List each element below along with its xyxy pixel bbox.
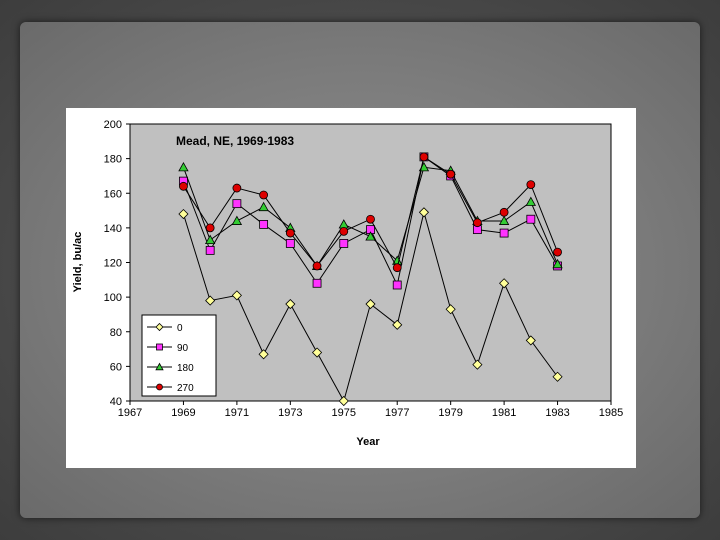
data-point-0	[258, 349, 269, 360]
data-point-180	[231, 215, 243, 225]
y-tick-label: 80	[110, 327, 122, 339]
data-point-180	[204, 234, 216, 244]
legend-label: 270	[177, 383, 194, 394]
x-tick-label: 1969	[171, 407, 195, 419]
data-point-180	[525, 196, 537, 206]
data-point-0	[365, 298, 376, 310]
y-tick-label: 120	[104, 258, 122, 270]
legend-marker-180	[155, 362, 164, 371]
data-point-270	[526, 180, 536, 189]
data-point-90	[285, 239, 295, 248]
x-tick-label: 1973	[278, 407, 302, 419]
legend-item-270: 270	[147, 383, 194, 394]
x-tick-label: 1979	[438, 407, 462, 419]
legend-label: 180	[177, 363, 194, 374]
data-point-0	[285, 298, 296, 310]
data-point-270	[366, 214, 375, 224]
data-point-0	[472, 359, 483, 370]
data-point-90	[392, 280, 402, 290]
legend-marker-270	[156, 383, 163, 391]
legend-marker-90	[156, 343, 163, 351]
series-270	[179, 152, 562, 273]
data-point-0	[205, 295, 216, 306]
y-tick-label: 100	[104, 292, 122, 304]
data-point-180	[178, 161, 189, 172]
data-point-0	[418, 207, 430, 218]
x-tick-label: 1983	[545, 407, 569, 419]
legend-marker-0	[155, 322, 164, 332]
data-point-0	[311, 347, 323, 358]
x-tick-label: 1971	[225, 407, 249, 419]
chart-panel: 40 60 80 100 120 140 160 180 200 1967 1969 1971 197…	[66, 108, 636, 468]
data-point-270	[472, 218, 482, 228]
data-point-90	[232, 199, 242, 209]
data-point-270	[179, 181, 188, 191]
legend-item-90: 90	[147, 343, 189, 354]
series-0	[178, 207, 563, 407]
data-point-90	[312, 278, 322, 288]
x-tick-label: 1967	[118, 407, 142, 419]
data-point-90	[339, 239, 349, 248]
data-point-270	[312, 261, 322, 271]
data-point-0	[445, 304, 456, 315]
legend: 0 90 180 270	[141, 314, 217, 397]
data-point-180	[552, 258, 563, 269]
y-tick-label: 200	[104, 119, 122, 131]
data-point-270	[446, 169, 456, 179]
x-tick-label: 1977	[385, 407, 409, 419]
legend-item-180: 180	[147, 362, 194, 374]
data-point-90	[205, 245, 215, 255]
legend-item-0: 0	[147, 322, 183, 334]
series-group	[178, 152, 563, 407]
y-axis-ticks: 40 60 80 100 120 140 160 180 200	[104, 119, 130, 408]
data-point-0	[338, 395, 349, 407]
data-point-0	[178, 208, 189, 220]
data-point-270	[259, 190, 269, 200]
data-point-0	[499, 278, 510, 289]
data-point-270	[339, 226, 349, 236]
x-tick-label: 1981	[492, 407, 516, 419]
data-point-270	[205, 223, 215, 233]
chart-title: Mead, NE, 1969-1983	[176, 134, 294, 148]
data-point-270	[419, 152, 429, 162]
y-tick-label: 180	[104, 154, 122, 166]
y-axis-title: Yield, bu/ac	[72, 232, 84, 293]
data-point-90	[259, 220, 269, 229]
data-point-90	[499, 228, 509, 238]
y-tick-label: 160	[104, 188, 122, 200]
data-point-0	[392, 319, 403, 330]
x-axis-title: Year	[356, 436, 380, 448]
y-tick-label: 140	[104, 223, 122, 235]
x-axis-ticks: 1967 1969 1971 1973 1975 1977 1979 1981 1983 1985	[118, 401, 623, 419]
data-point-270	[553, 247, 562, 257]
legend-label: 90	[177, 343, 189, 354]
data-point-180	[365, 231, 376, 241]
data-point-180	[258, 201, 269, 212]
data-point-180	[498, 215, 510, 225]
x-tick-label: 1985	[599, 407, 623, 419]
yield-line-chart: 40 60 80 100 120 140 160 180 200 1967 1969 1971 197…	[72, 119, 623, 448]
data-point-270	[499, 207, 509, 217]
data-point-0	[525, 335, 536, 346]
data-point-270	[232, 183, 242, 193]
y-tick-label: 40	[110, 396, 122, 408]
legend-box	[141, 314, 217, 397]
x-tick-label: 1975	[332, 407, 356, 419]
y-tick-label: 60	[110, 361, 122, 373]
data-point-90	[526, 214, 536, 224]
legend-label: 0	[177, 323, 183, 334]
data-point-270	[285, 228, 295, 238]
data-point-0	[231, 290, 242, 301]
data-point-0	[552, 371, 563, 382]
data-point-270	[392, 263, 402, 273]
